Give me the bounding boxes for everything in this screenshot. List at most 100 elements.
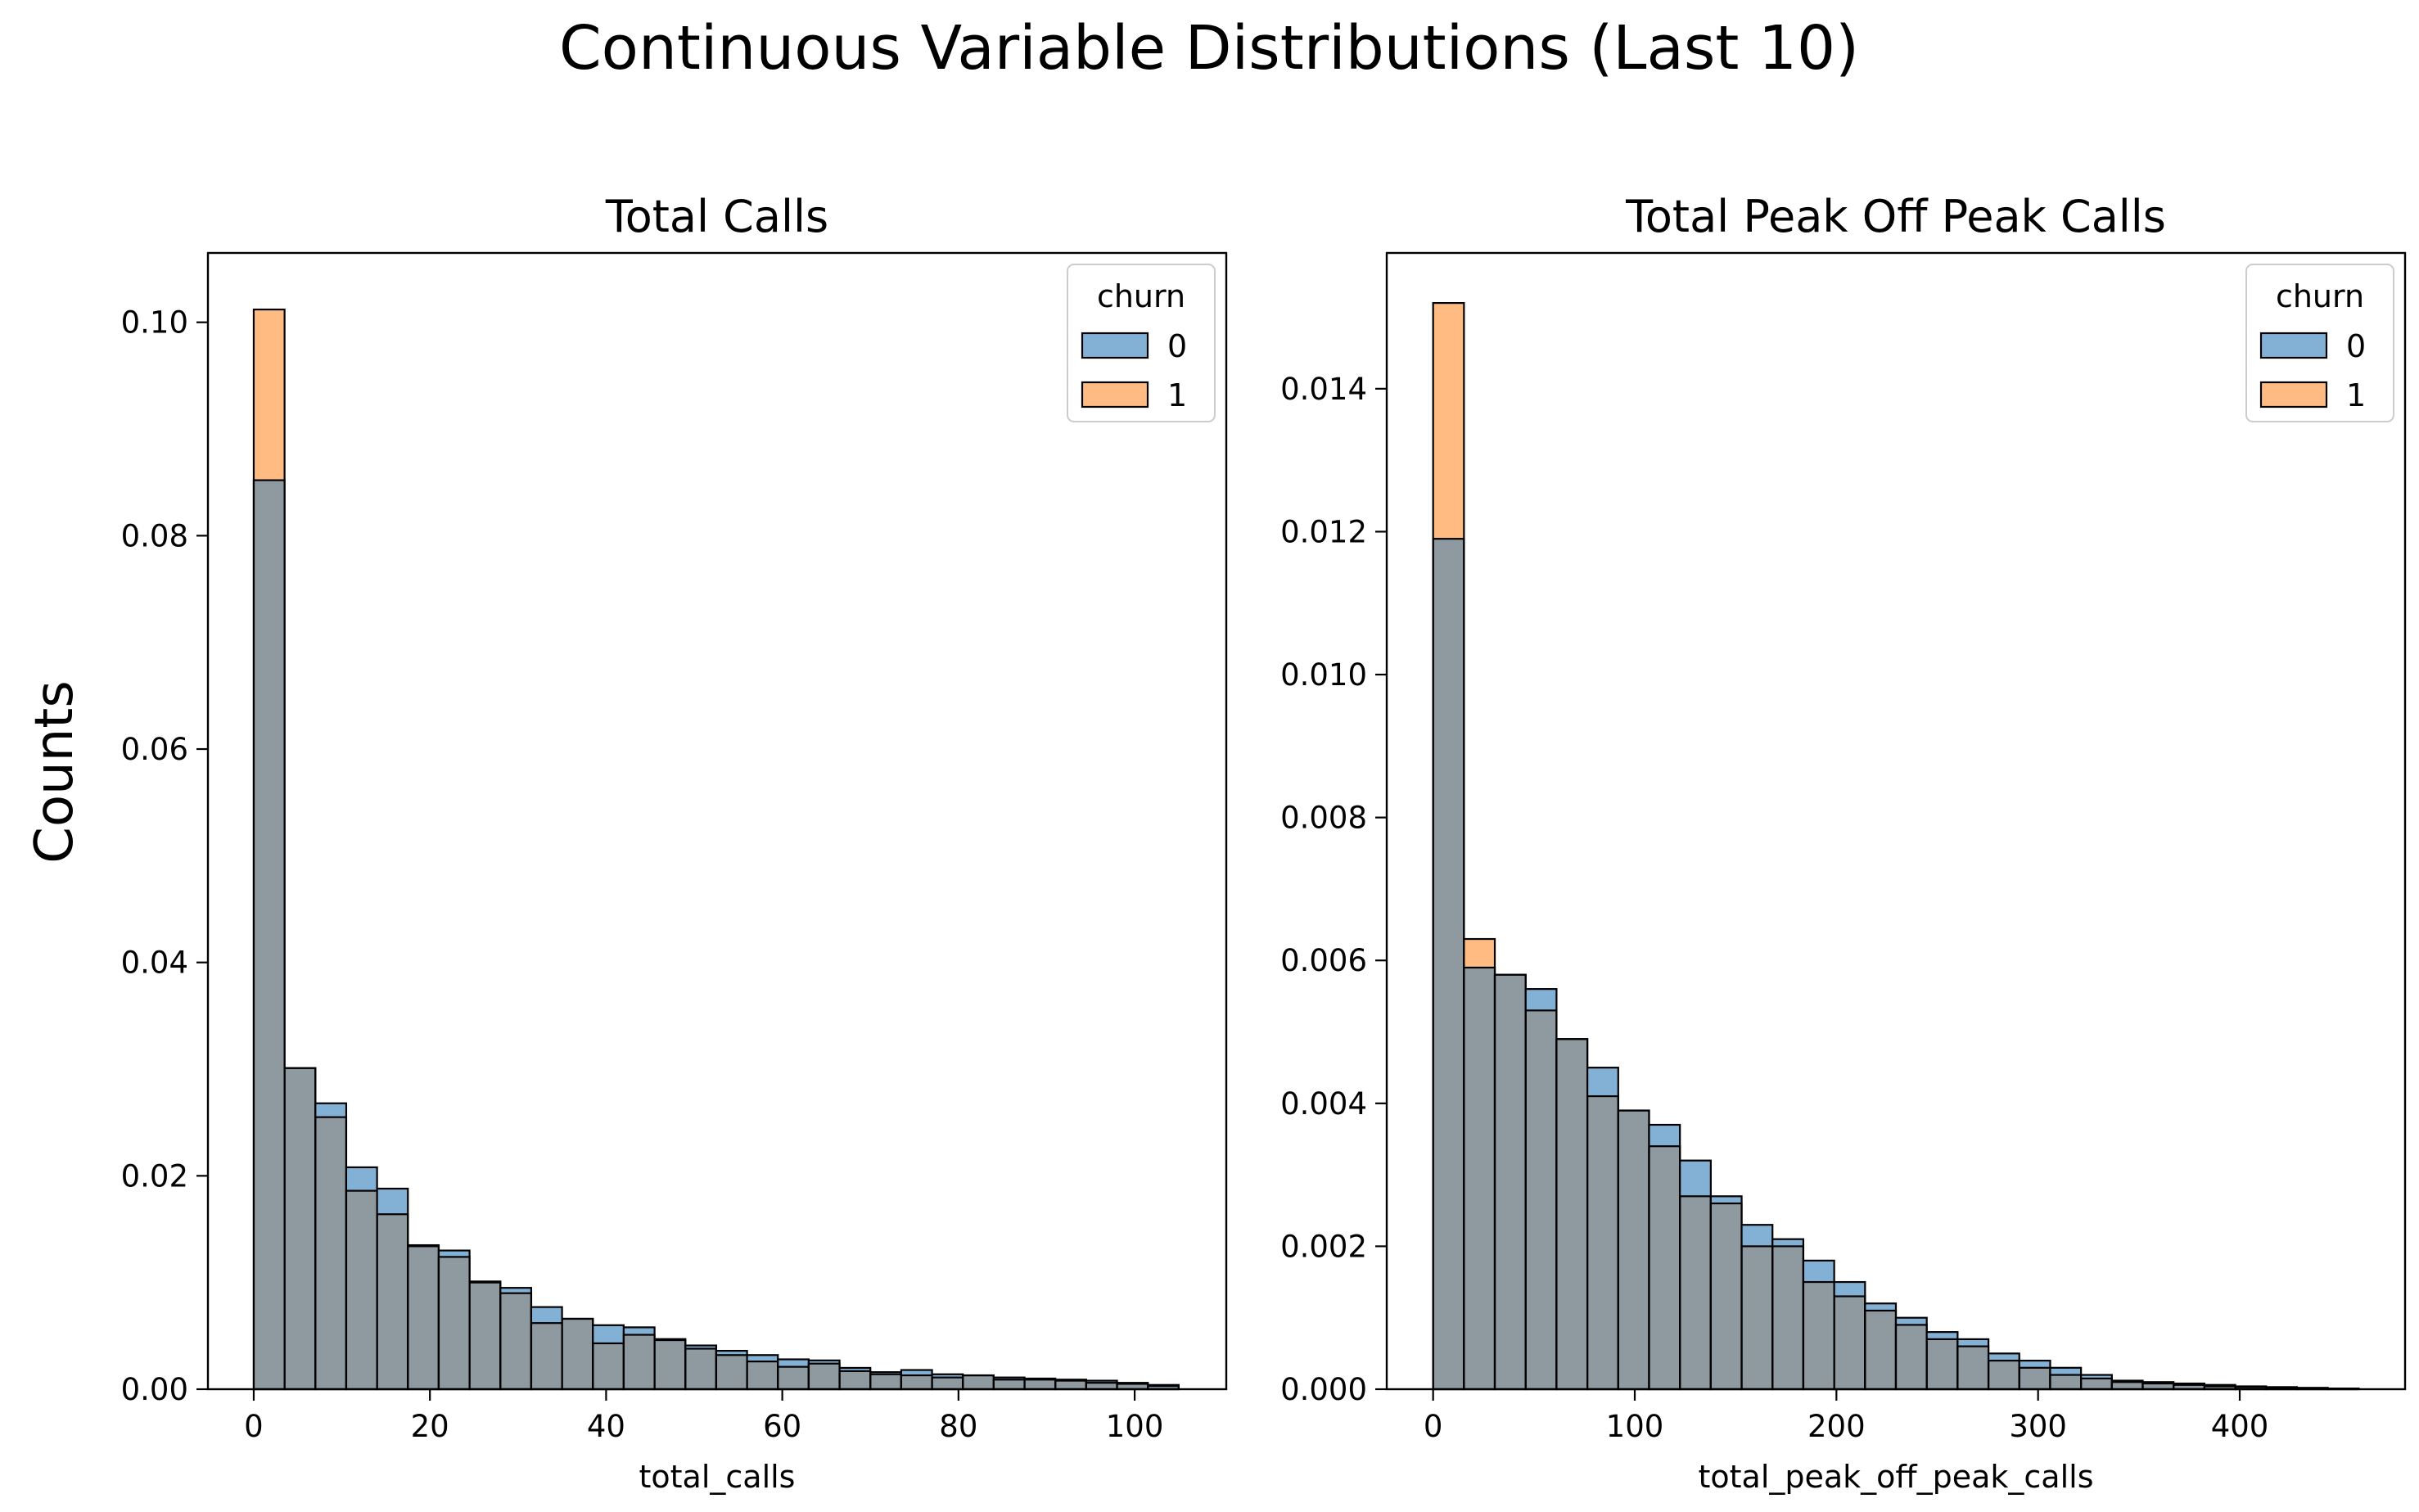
bar-overlap-total-peak-off-peak-calls-18	[1988, 1361, 2020, 1389]
bar-overlap-total-calls-28	[1117, 1383, 1149, 1389]
subplot-total-peak-off-peak-calls: Total Peak Off Peak Calls 0 100 200 300 400 0.…	[1280, 191, 2407, 1495]
y-tick-label-total-peak-off-peak-calls: 0.004	[1280, 1086, 1367, 1122]
bar-excess-total-calls-9	[530, 1307, 562, 1324]
bar-overlap-total-peak-off-peak-calls-5	[1587, 1096, 1618, 1389]
bar-overlap-total-calls-25	[1024, 1379, 1056, 1389]
bar-overlap-total-peak-off-peak-calls-4	[1556, 1039, 1588, 1389]
bar-overlap-total-calls-27	[1085, 1383, 1117, 1389]
bar-overlap-total-calls-17	[778, 1366, 809, 1389]
bar-overlap-total-calls-18	[808, 1363, 840, 1389]
bar-overlap-total-peak-off-peak-calls-17	[1957, 1346, 1989, 1389]
bar-excess-total-peak-off-peak-calls-19	[2019, 1361, 2051, 1368]
bar-excess-total-peak-off-peak-calls-8	[1680, 1160, 1711, 1197]
bar-overlap-total-peak-off-peak-calls-16	[1926, 1338, 1958, 1389]
bar-overlap-total-calls-29	[1148, 1386, 1179, 1389]
x-tick-label-total-peak-off-peak-calls: 0	[1424, 1409, 1443, 1444]
bar-excess-total-calls-4	[377, 1188, 408, 1215]
legend-label-churn0-total-peak-off-peak-calls: 0	[2346, 328, 2366, 364]
bar-excess-total-calls-16	[747, 1355, 779, 1362]
subplot-title-total-calls: Total Calls	[605, 191, 828, 242]
figure-suptitle: Continuous Variable Distributions (Last …	[559, 13, 1859, 83]
bar-excess-total-calls-14	[685, 1345, 716, 1349]
subplot-total-calls: Total Calls 0 20 40 60 80 100 0.00 0.02 0.04 0.06 0…	[121, 191, 1228, 1495]
axes-frame-total-peak-off-peak-calls	[1385, 251, 2407, 1391]
bar-excess-total-calls-24	[993, 1377, 1025, 1380]
bar-excess-total-calls-0	[253, 309, 285, 481]
bar-overlap-total-calls-3	[345, 1190, 377, 1389]
x-tick-label-total-peak-off-peak-calls: 200	[1807, 1409, 1866, 1444]
legend-swatch-churn0-total-peak-off-peak-calls	[2259, 332, 2328, 359]
y-tick-label-total-calls: 0.00	[121, 1372, 188, 1407]
bar-overlap-total-peak-off-peak-calls-23	[2142, 1383, 2174, 1389]
bar-excess-total-peak-off-peak-calls-13	[1834, 1282, 1866, 1297]
bar-overlap-total-peak-off-peak-calls-26	[2235, 1387, 2267, 1389]
bar-overlap-total-peak-off-peak-calls-25	[2204, 1386, 2236, 1389]
y-tick-label-total-calls: 0.08	[121, 518, 188, 553]
bar-overlap-total-calls-24	[993, 1379, 1025, 1389]
bar-overlap-total-peak-off-peak-calls-13	[1834, 1296, 1866, 1389]
y-tick-label-total-peak-off-peak-calls: 0.010	[1280, 657, 1367, 693]
legend-title-total-peak-off-peak-calls: churn	[2276, 278, 2364, 314]
x-tick-label-total-peak-off-peak-calls: 400	[2211, 1409, 2269, 1444]
bar-excess-total-calls-19	[839, 1367, 871, 1371]
x-tick-label-total-calls: 40	[587, 1409, 625, 1444]
bar-excess-total-calls-11	[593, 1325, 624, 1343]
axes-frame-total-calls	[206, 251, 1228, 1391]
bar-overlap-total-peak-off-peak-calls-6	[1618, 1110, 1650, 1389]
bar-excess-total-peak-off-peak-calls-18	[1988, 1353, 2020, 1361]
bar-overlap-total-peak-off-peak-calls-10	[1741, 1246, 1773, 1389]
bar-excess-total-peak-off-peak-calls-3	[1525, 989, 1557, 1011]
x-tick-label-total-calls: 80	[939, 1409, 977, 1444]
bar-overlap-total-calls-4	[377, 1214, 408, 1389]
x-tick-label-total-calls: 0	[244, 1409, 264, 1444]
y-tick-label-total-peak-off-peak-calls: 0.002	[1280, 1229, 1367, 1264]
bar-excess-total-peak-off-peak-calls-7	[1649, 1125, 1681, 1147]
bar-overlap-total-peak-off-peak-calls-15	[1896, 1325, 1927, 1389]
y-tick-label-total-peak-off-peak-calls: 0.008	[1280, 801, 1367, 836]
legend-swatch-churn0-total-calls	[1081, 332, 1149, 359]
bar-overlap-total-calls-22	[932, 1377, 964, 1389]
bar-overlap-total-peak-off-peak-calls-11	[1772, 1246, 1803, 1389]
x-axis-label-total-calls: total_calls	[639, 1459, 796, 1495]
bar-overlap-total-calls-13	[654, 1340, 686, 1389]
bar-overlap-total-calls-15	[715, 1355, 747, 1389]
bar-overlap-total-peak-off-peak-calls-24	[2173, 1384, 2205, 1389]
bar-overlap-total-calls-11	[593, 1343, 624, 1389]
legend-label-churn1-total-calls: 1	[1167, 377, 1187, 413]
x-tick-label-total-calls: 20	[411, 1409, 449, 1444]
bar-overlap-total-peak-off-peak-calls-14	[1865, 1310, 1896, 1389]
bar-overlap-total-calls-26	[1055, 1380, 1086, 1389]
bar-overlap-total-calls-16	[747, 1361, 779, 1389]
bar-overlap-total-peak-off-peak-calls-12	[1803, 1282, 1835, 1389]
legend-swatch-churn1-total-calls	[1081, 381, 1149, 408]
bar-excess-total-peak-off-peak-calls-20	[2050, 1367, 2082, 1375]
bar-overlap-total-calls-10	[562, 1318, 593, 1389]
bar-excess-total-peak-off-peak-calls-17	[1957, 1338, 1989, 1347]
bar-overlap-total-calls-12	[623, 1334, 655, 1389]
y-tick-label-total-peak-off-peak-calls: 0.014	[1280, 372, 1367, 407]
bar-excess-total-calls-17	[778, 1359, 809, 1367]
bar-overlap-total-calls-6	[438, 1257, 470, 1389]
y-tick-label-total-calls: 0.10	[121, 305, 188, 341]
bar-overlap-total-peak-off-peak-calls-9	[1710, 1203, 1742, 1389]
bar-overlap-total-calls-21	[900, 1375, 932, 1389]
bar-overlap-total-calls-7	[469, 1282, 501, 1389]
bar-excess-total-peak-off-peak-calls-14	[1865, 1303, 1896, 1311]
y-tick-label-total-calls: 0.04	[121, 946, 188, 981]
figure-ylabel: Counts	[25, 680, 85, 863]
legend-swatch-churn1-total-peak-off-peak-calls	[2259, 381, 2328, 408]
y-tick-label-total-peak-off-peak-calls: 0.000	[1280, 1372, 1367, 1407]
y-tick-label-total-peak-off-peak-calls: 0.012	[1280, 514, 1367, 549]
bar-overlap-total-peak-off-peak-calls-19	[2019, 1367, 2051, 1389]
bar-overlap-total-peak-off-peak-calls-0	[1433, 539, 1464, 1389]
bar-excess-total-calls-15	[715, 1351, 747, 1356]
x-tick-label-total-calls: 100	[1106, 1409, 1164, 1444]
bar-overlap-total-calls-0	[253, 480, 285, 1389]
bar-overlap-total-calls-5	[408, 1246, 439, 1389]
bar-overlap-total-calls-14	[685, 1348, 716, 1389]
bar-overlap-total-peak-off-peak-calls-3	[1525, 1010, 1557, 1389]
y-tick-label-total-calls: 0.06	[121, 732, 188, 767]
bar-overlap-total-calls-20	[870, 1374, 901, 1389]
bar-overlap-total-calls-19	[839, 1370, 871, 1389]
bar-overlap-total-peak-off-peak-calls-22	[2111, 1382, 2143, 1389]
